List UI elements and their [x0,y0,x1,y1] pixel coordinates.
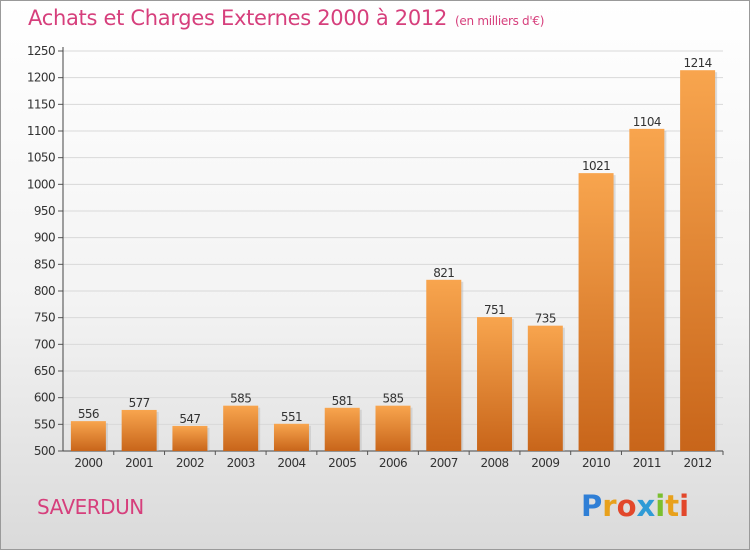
bar [426,279,462,451]
proxiti-logo: Proxiti [581,489,689,523]
x-tick-label: 2009 [531,456,559,470]
chart-title-text: Achats et Charges Externes 2000 à 2012 [28,6,448,30]
y-tick-label: 500 [34,444,55,458]
y-tick-label: 650 [34,364,55,378]
y-tick-label: 750 [34,311,55,325]
logo-letter: i [655,489,666,523]
x-tick-label: 2003 [227,456,255,470]
bar [578,173,614,451]
bar [680,70,716,451]
y-tick-label: 1050 [27,151,55,165]
y-tick-label: 1000 [27,177,55,191]
commune-name: SAVERDUN [37,495,144,519]
y-tick-label: 700 [34,337,55,351]
x-tick-label: 2002 [176,456,204,470]
x-tick-label: 2007 [430,456,458,470]
x-tick-label: 2008 [480,456,508,470]
value-label: 735 [535,312,556,326]
value-label: 581 [332,394,353,408]
chart-title: Achats et Charges Externes 2000 à 2012 (e… [28,6,544,30]
y-tick-label: 550 [34,417,55,431]
x-tick-label: 2011 [633,456,661,470]
value-label: 751 [484,303,505,317]
value-label: 585 [382,392,403,406]
value-label: 556 [78,407,99,421]
x-tick-label: 2004 [277,456,305,470]
y-tick-label: 1200 [27,71,55,85]
bar [527,325,563,451]
logo-letter: P [581,489,603,523]
chart-subtitle: (en milliers d'€) [455,14,545,28]
logo-letter: o [616,489,637,523]
logo-letter: i [679,489,690,523]
bar [629,128,665,451]
x-tick-label: 2005 [328,456,356,470]
bar [223,405,259,451]
bar [121,409,157,451]
x-tick-label: 2001 [125,456,153,470]
y-tick-label: 600 [34,391,55,405]
y-tick-label: 1150 [27,97,55,111]
value-label: 1214 [684,56,712,70]
bar [273,423,309,451]
logo-letter: t [665,489,680,523]
x-tick-label: 2010 [582,456,610,470]
bars [70,70,718,451]
value-label: 577 [129,396,150,410]
value-label: 547 [179,412,200,426]
bar [375,405,411,451]
labels: 500 550 600 650 700 750 800 850 900 950 1000 1050 11… [27,44,712,470]
y-tick-label: 850 [34,257,55,271]
value-label: 1104 [633,115,661,129]
x-tick-label: 2000 [74,456,102,470]
y-tick-label: 1100 [27,124,55,138]
x-tick-label: 2006 [379,456,407,470]
value-label: 585 [230,392,251,406]
bar [477,317,513,451]
y-tick-label: 800 [34,284,55,298]
logo-letter: x [636,489,656,523]
value-label: 821 [433,266,454,280]
bar [324,407,360,451]
y-tick-label: 1250 [27,44,55,58]
logo-letter: r [602,489,617,523]
bar [70,421,106,451]
value-label: 1021 [582,159,610,173]
y-tick-label: 950 [34,204,55,218]
y-tick-label: 900 [34,231,55,245]
x-tick-label: 2012 [684,456,712,470]
bar [172,425,208,451]
value-label: 551 [281,410,302,424]
